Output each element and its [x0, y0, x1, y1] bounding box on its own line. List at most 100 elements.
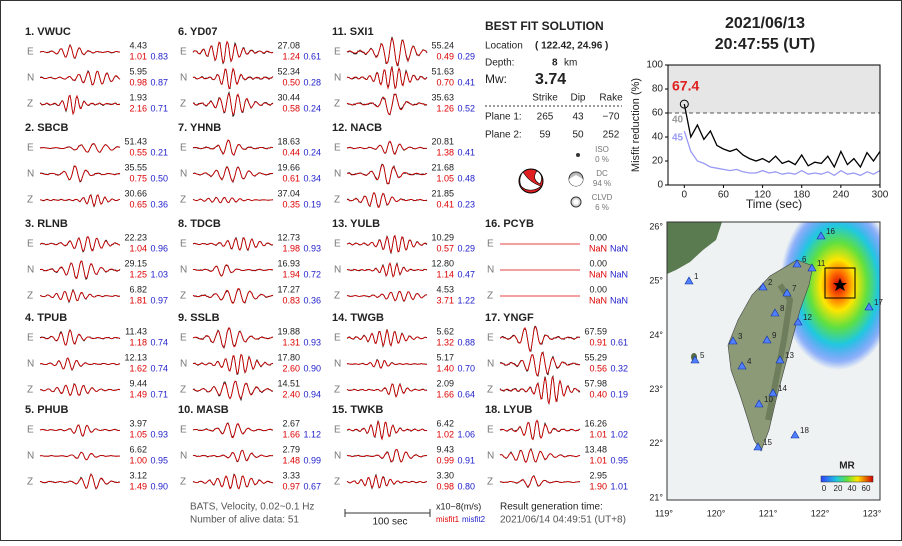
synthetic-waveform [192, 67, 274, 90]
misfit1: NaN [589, 295, 607, 305]
column-header: Dip [570, 93, 585, 104]
amplitude: 5.62 [436, 326, 454, 336]
x-tick-label: 300 [872, 190, 889, 201]
x-tick-label: 0 [682, 190, 688, 201]
component-label: Z [334, 385, 340, 396]
station-number: 2 [768, 278, 773, 287]
misfit2: 0.74 [150, 337, 168, 347]
misfit1: 0.40 [589, 389, 607, 399]
misfit1: 1.00 [129, 455, 147, 465]
misfit1: 1.01 [129, 51, 147, 61]
station-label: 2. SBCB [25, 122, 68, 134]
component-label: N [180, 359, 187, 370]
misfit2: 0.61 [610, 337, 628, 347]
misfit2: 0.93 [303, 337, 321, 347]
synthetic-waveform [39, 143, 121, 153]
misfit1: 0.91 [589, 337, 607, 347]
component-label: N [27, 265, 34, 276]
misfit1: 0.98 [436, 481, 454, 491]
synthetic-waveform [39, 44, 121, 59]
misfit2: 0.74 [150, 363, 168, 373]
amplitude: 12.73 [277, 232, 300, 242]
component-label: E [334, 333, 341, 344]
component-label: N [27, 169, 34, 180]
x-tick-label: 240 [833, 190, 850, 201]
lat-label: 24° [649, 330, 663, 340]
station-marker [754, 399, 764, 408]
amplitude: 35.63 [431, 92, 454, 102]
misfit1: 1.25 [129, 269, 147, 279]
station-marker [768, 388, 778, 397]
misfit2: 0.71 [150, 389, 168, 399]
y-tick-label: 80 [652, 84, 664, 95]
misfit2: 1.01 [610, 481, 628, 491]
station-number: 10 [764, 395, 773, 404]
station-label: 13. YULB [332, 218, 380, 230]
colorbar-tick: 20 [834, 484, 843, 493]
solution-title: BEST FIT SOLUTION [485, 19, 604, 33]
x-tick-label: 180 [793, 190, 810, 201]
station-marker [775, 355, 785, 364]
plane-label: Plane 1: [485, 112, 522, 123]
misfit2: 0.24 [303, 103, 321, 113]
synthetic-waveform [40, 451, 121, 461]
misfit1: 1.01 [589, 429, 607, 439]
misfit2: 0.72 [303, 269, 321, 279]
misfit1: 0.50 [282, 77, 300, 87]
synthetic-waveform [346, 66, 428, 90]
misfit2: 0.71 [150, 103, 168, 113]
amplitude: 35.55 [124, 162, 147, 172]
misfit2: 1.02 [610, 429, 628, 439]
misfit2: 0.19 [610, 389, 628, 399]
amplitude: 51.43 [124, 136, 147, 146]
misfit2: 0.97 [150, 295, 168, 305]
misfit1: 0.61 [282, 173, 300, 183]
misfit2: 0.19 [303, 199, 321, 209]
station-label: 11. SXI1 [332, 26, 374, 38]
synthetic-waveform [499, 376, 581, 404]
misfit1: 0.49 [436, 51, 454, 61]
synthetic-waveform [346, 329, 428, 347]
station-number: 15 [763, 438, 772, 447]
component-label: Z [180, 385, 186, 396]
plane-value: 265 [537, 112, 554, 123]
misfit1: NaN [589, 269, 607, 279]
synthetic-waveform [192, 288, 274, 304]
misfit1: 1.66 [282, 429, 300, 439]
synthetic-waveform [39, 289, 120, 303]
misfit1: 1.90 [589, 481, 607, 491]
amplitude: 30.66 [124, 188, 147, 198]
station-label: 9. SSLB [178, 312, 220, 324]
synthetic-waveform [346, 261, 428, 278]
misfit-line [683, 130, 881, 177]
amplitude: 20.81 [431, 136, 454, 146]
annotation: 45 [672, 133, 684, 144]
alive-info: Number of alive data: 51 [190, 515, 299, 526]
colorbar-tick: 40 [848, 484, 857, 493]
amplitude: 51.63 [431, 66, 454, 76]
synthetic-waveform [39, 424, 121, 437]
amplitude: 12.13 [124, 352, 147, 362]
synthetic-waveform [346, 140, 428, 155]
misfit1: 1.98 [282, 243, 300, 253]
misfit2: 0.28 [303, 77, 321, 87]
misfit2: 1.03 [150, 269, 168, 279]
result-label: Result generation time: [500, 502, 603, 513]
component-label: E [27, 425, 34, 436]
station-label: 14. TWGB [332, 312, 384, 324]
component-label: N [27, 73, 34, 84]
misfit2: 0.36 [150, 199, 168, 209]
plane-value: 252 [603, 130, 620, 141]
plane-label: Plane 2: [485, 130, 522, 141]
mt-percent: 94 % [593, 179, 611, 188]
synthetic-waveform [39, 165, 121, 182]
synthetic-waveform [499, 352, 581, 377]
synthetic-waveform [39, 473, 121, 489]
annotation: 40 [672, 115, 684, 126]
misfit1: 0.97 [282, 481, 300, 491]
amplitude: 4.53 [436, 284, 454, 294]
misfit1-legend: misfit1 [436, 515, 460, 524]
amplitude: 67.59 [584, 326, 607, 336]
misfit2: 0.21 [150, 147, 168, 157]
mw: 3.74 [535, 71, 566, 88]
